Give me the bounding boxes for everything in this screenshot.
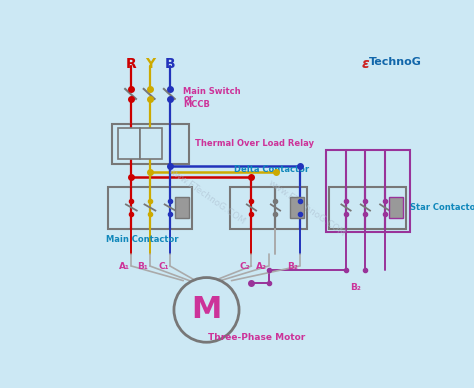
Text: TechnoG: TechnoG — [369, 57, 422, 68]
Bar — [118, 128, 140, 159]
Text: B: B — [165, 57, 175, 71]
Bar — [108, 187, 192, 229]
Text: Main Contactor: Main Contactor — [106, 235, 178, 244]
Text: B₁: B₁ — [137, 262, 148, 271]
Bar — [230, 187, 307, 229]
Text: R: R — [126, 57, 137, 71]
Text: C₁: C₁ — [158, 262, 169, 271]
Text: C₂: C₂ — [239, 262, 250, 271]
Bar — [326, 150, 410, 232]
Text: Three-Phase Motor: Three-Phase Motor — [208, 333, 306, 342]
Circle shape — [174, 277, 239, 342]
Text: B₂: B₂ — [350, 283, 361, 292]
Text: Delta Contactor: Delta Contactor — [234, 165, 309, 173]
Text: ε: ε — [362, 57, 369, 71]
Text: Y: Y — [145, 57, 155, 71]
Bar — [290, 197, 304, 218]
Text: Thermal Over Load Relay: Thermal Over Load Relay — [195, 139, 314, 148]
Bar — [140, 128, 162, 159]
Bar — [112, 123, 190, 164]
Text: Main Switch: Main Switch — [183, 87, 241, 95]
Bar — [390, 197, 403, 218]
Text: www.ETechnoG.COM: www.ETechnoG.COM — [267, 178, 347, 238]
Text: B₂: B₂ — [287, 262, 298, 271]
Text: www.ETechnoG.COM: www.ETechnoG.COM — [166, 166, 247, 227]
Text: MCCB: MCCB — [183, 100, 210, 109]
Bar — [175, 197, 189, 218]
Text: M: M — [191, 295, 222, 324]
Text: or: or — [183, 94, 193, 102]
Text: A₂: A₂ — [256, 262, 267, 271]
Text: A₁: A₁ — [119, 262, 130, 271]
Text: Star Contactor: Star Contactor — [410, 203, 474, 212]
Bar — [329, 187, 406, 229]
